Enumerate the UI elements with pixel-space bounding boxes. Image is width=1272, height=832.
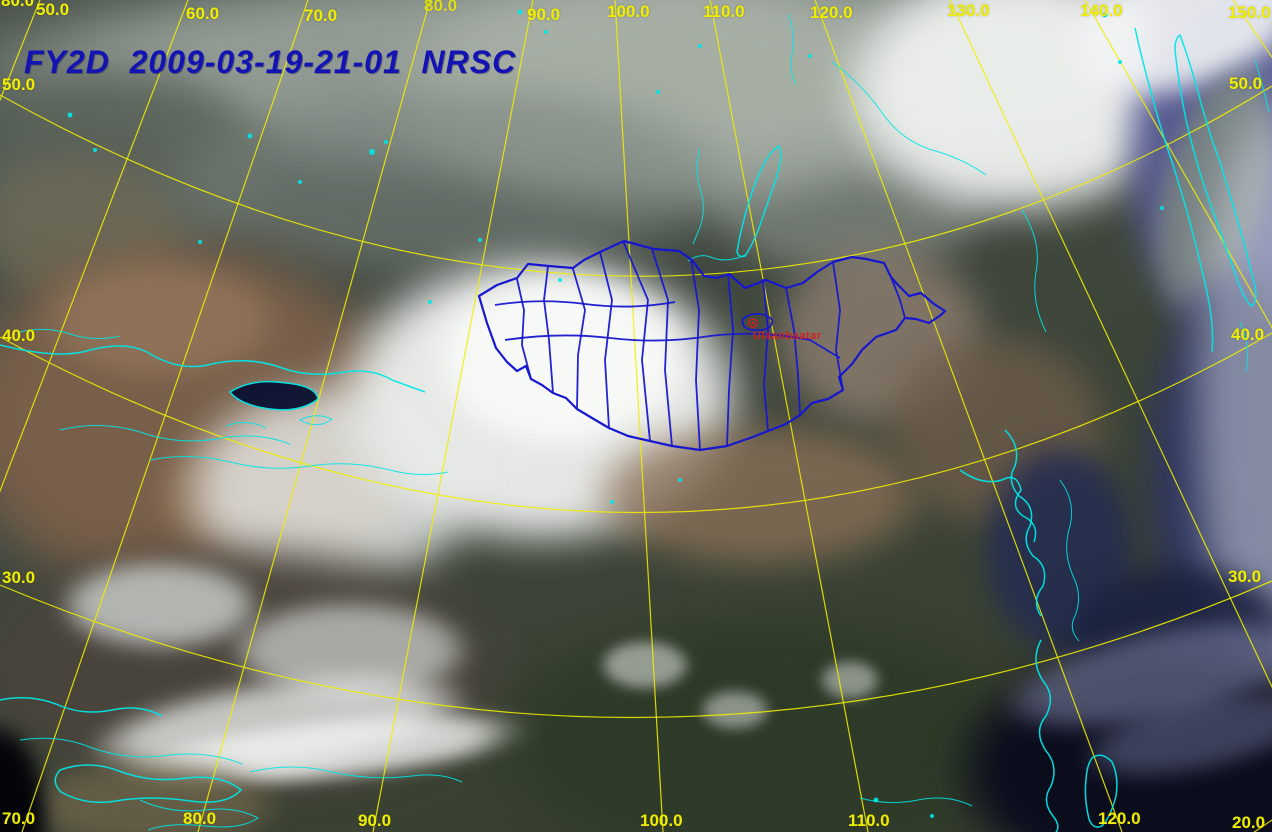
grid-label-top-130: 130.0 <box>947 1 990 20</box>
city-label: Ulaanbaatar <box>753 330 822 342</box>
grid-label-top-110: 110.0 <box>703 2 745 21</box>
grid-label-right-30: 30.0 <box>1228 567 1262 586</box>
imagery-blob <box>20 760 280 832</box>
grid-label-top-80a: 80.0 <box>1 0 35 10</box>
grid-label-top-50: 50.0 <box>36 0 70 19</box>
grid-label-right-40: 40.0 <box>1231 325 1265 344</box>
grid-label-top-90: 90.0 <box>527 5 561 24</box>
image-title: FY2D 2009-03-19-21-01 NRSC <box>24 44 517 80</box>
imagery-blob <box>430 270 690 450</box>
grid-label-left-40: 40.0 <box>2 326 36 345</box>
grid-label-top-120: 120.0 <box>810 3 853 22</box>
grid-label-bottom-90: 90.0 <box>358 811 392 830</box>
imagery-blob <box>700 690 770 730</box>
grid-label-top-150: 150.0 <box>1228 3 1271 22</box>
grid-label-top-70: 70.0 <box>304 6 338 25</box>
imagery-blob <box>600 640 690 690</box>
grid-label-top-60: 60.0 <box>186 4 220 23</box>
grid-label-bottom-70: 70.0 <box>2 809 36 828</box>
grid-label-bottom-20: 20.0 <box>1232 813 1266 832</box>
grid-label-bottom-80: 80.0 <box>183 809 217 828</box>
city-marker <box>748 318 758 328</box>
grid-label-top-100: 100.0 <box>607 2 650 21</box>
grid-label-bottom-110: 110.0 <box>848 811 890 830</box>
grid-label-left-50: 50.0 <box>2 75 36 94</box>
grid-label-top-80b: 80.0 <box>424 0 458 15</box>
imagery-blob <box>820 660 880 700</box>
grid-label-left-30: 30.0 <box>2 568 36 587</box>
coast-specks <box>67 9 1164 818</box>
grid-label-right-50: 50.0 <box>1229 74 1263 93</box>
grid-label-bottom-120: 120.0 <box>1098 809 1141 828</box>
grid-label-bottom-100: 100.0 <box>640 811 683 830</box>
imagery-blob <box>60 560 260 650</box>
coastline-layer <box>0 9 1270 832</box>
imagery-blob <box>40 260 280 380</box>
grid-label-top-140: 140.0 <box>1080 1 1123 20</box>
mongolia-border-layer <box>477 239 947 452</box>
